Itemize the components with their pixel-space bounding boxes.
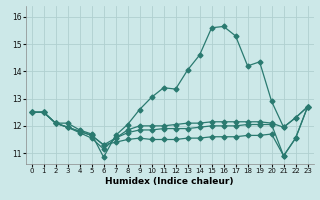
X-axis label: Humidex (Indice chaleur): Humidex (Indice chaleur) xyxy=(105,177,234,186)
